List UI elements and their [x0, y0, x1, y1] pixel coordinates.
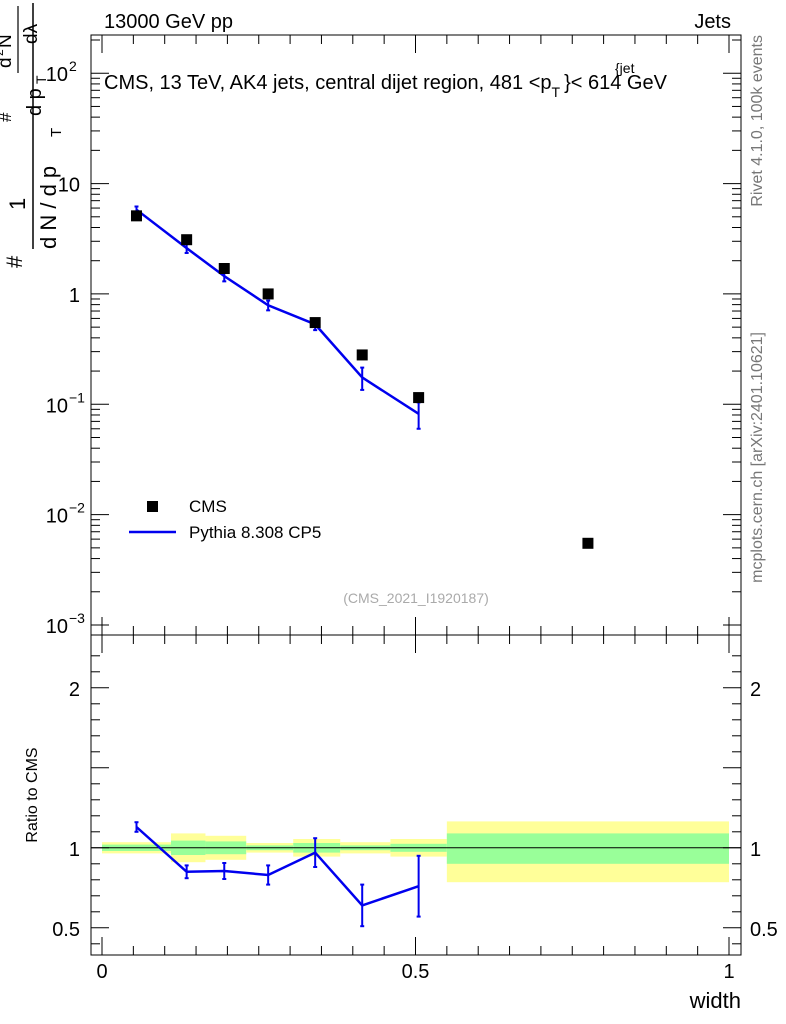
x-ticks: 0 0.5 1 [96, 35, 735, 983]
cms-point [130, 210, 142, 222]
ratio-ylabel: Ratio to CMS [24, 747, 41, 842]
main-y-tick-exponent: 2 [69, 58, 77, 74]
analysis-watermark: (CMS_2021_I1920187) [343, 590, 489, 606]
ratio-bands [102, 821, 729, 883]
legend-label-cms: CMS [189, 497, 227, 516]
ratio-series [134, 821, 421, 928]
main-title-sub: T [552, 84, 561, 100]
legend-label-pythia: Pythia 8.308 CP5 [189, 523, 321, 542]
cms-series [130, 210, 594, 549]
pythia-line [135, 208, 420, 415]
main-y-tick-label: 10 [46, 506, 68, 528]
cms-point [309, 317, 321, 329]
ratio-y-ticks: 2 2 1 1 0.5 0.5 [52, 655, 778, 945]
x-tick-label: 1 [723, 961, 734, 983]
ylabel-hash-1: # [2, 255, 27, 268]
main-title-prefix: CMS, 13 TeV, AK4 jets, central dijet reg… [104, 72, 552, 94]
legend-marker-cms [147, 501, 158, 512]
main-y-tick-label: 10 [46, 395, 68, 417]
ylabel-d2n: d [0, 57, 16, 68]
mcplots-label: mcplots.cern.ch [arXiv:2401.10621] [749, 332, 766, 583]
cms-point [413, 392, 425, 404]
cms-point [582, 537, 594, 549]
ylabel-dndpt-sub: T [48, 128, 65, 137]
header-right: Jets [694, 11, 731, 33]
main-y-tick-label: 10 [46, 64, 68, 86]
main-ylabel: # 1 d N / d p T # d p T d 2 N dλ [0, 3, 65, 268]
cms-point [262, 288, 274, 300]
main-title: CMS, 13 TeV, AK4 jets, central dijet reg… [104, 72, 668, 100]
rivet-version-label: Rivet 4.1.0, 100k events [749, 35, 766, 207]
ratio-y-tick-label-left: 1 [69, 839, 80, 861]
ratio-y-tick-label-left: 2 [69, 679, 80, 701]
cms-point [356, 349, 368, 361]
ratio-y-tick-label-right: 0.5 [750, 919, 778, 941]
ylabel-one: 1 [5, 198, 30, 210]
main-y-tick-label: 10 [58, 175, 80, 197]
x-tick-label: 0 [96, 961, 107, 983]
x-axis-label: width [689, 988, 741, 1013]
cms-point [218, 263, 230, 275]
main-title-suffix: }< 614 GeV [564, 72, 668, 94]
main-y-tick-label: 10 [46, 616, 68, 638]
ratio-y-tick-label-right: 2 [750, 679, 761, 701]
ylabel-dpt-sub: T [33, 75, 49, 84]
ratio-y-tick-label-left: 0.5 [52, 919, 80, 941]
cms-point [181, 234, 193, 246]
ratio-y-tick-label-right: 1 [750, 839, 761, 861]
main-y-tick-exponent: −2 [69, 500, 85, 516]
ylabel-dndpt: d N / d p [36, 166, 61, 249]
main-panel-frame [90, 34, 742, 636]
band-inner-7 [446, 833, 729, 864]
ylabel-dlambda: dλ [21, 23, 42, 44]
ylabel-hash-2: # [0, 112, 15, 122]
legend: CMS Pythia 8.308 CP5 [129, 497, 321, 542]
ylabel-d2n-n: N [0, 34, 16, 48]
header-left: 13000 GeV pp [104, 11, 233, 33]
main-y-tick-exponent: −3 [69, 610, 85, 626]
ylabel-d2n-sup: 2 [0, 49, 6, 56]
main-title-sup: {jet [615, 60, 635, 76]
main-y-tick-exponent: −1 [69, 389, 85, 405]
pythia-series [134, 205, 421, 430]
x-tick-label: 0.5 [402, 961, 430, 983]
ratio-panel-frame [90, 634, 742, 956]
ylabel-dpt: d p [24, 88, 46, 116]
main-y-tick-label: 1 [69, 285, 80, 307]
